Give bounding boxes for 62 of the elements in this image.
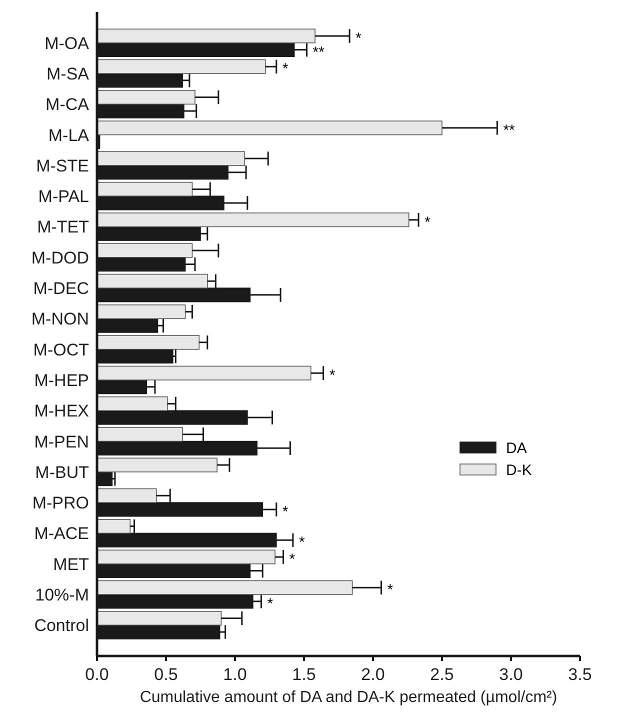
y-tick-label: M-DEC xyxy=(33,279,89,298)
annotation: * xyxy=(289,550,296,568)
bar xyxy=(96,580,353,595)
y-tick-label: M-STE xyxy=(36,156,89,176)
bar xyxy=(96,550,276,564)
x-axis-title: Cumulative amount of DA and DA-K permeated (µmol/cm²) xyxy=(140,689,558,706)
annotation: ** xyxy=(312,44,325,61)
x-tick-label: 3.5 xyxy=(568,665,592,684)
bar xyxy=(96,120,442,136)
y-tick-label: M-PAL xyxy=(38,187,89,206)
annotation: * xyxy=(267,595,274,612)
y-tick-label: Control xyxy=(34,616,89,636)
bar xyxy=(96,304,186,320)
legend-label: D-K xyxy=(506,462,532,479)
x-tick-label: 2.0 xyxy=(361,665,385,684)
annotation: * xyxy=(356,30,362,47)
y-tick-label: M-OA xyxy=(44,34,90,53)
y-tick-label: M-SA xyxy=(46,64,90,84)
bar xyxy=(96,274,208,288)
x-tick-label: 0.5 xyxy=(154,665,178,684)
y-tick-label: M-TET xyxy=(37,218,89,237)
y-tick-label: M-PRO xyxy=(32,494,89,513)
y-tick-label: M-OCT xyxy=(33,340,89,360)
bar xyxy=(96,243,193,258)
bar xyxy=(96,458,218,472)
x-tick-label: 1.0 xyxy=(223,665,247,684)
annotation: * xyxy=(282,503,288,520)
bar xyxy=(96,90,196,105)
annotation: * xyxy=(424,214,431,231)
y-tick-label: M-DOD xyxy=(31,248,89,268)
y-tick-label: 10%-M xyxy=(35,585,89,604)
y-tick-label: M-BUT xyxy=(35,462,89,482)
y-tick-label: M-ACE xyxy=(34,524,89,544)
x-tick-label: 0.0 xyxy=(85,665,109,684)
x-tick-label: 3.0 xyxy=(499,665,523,684)
bar xyxy=(96,59,266,74)
y-tick-label: M-HEP xyxy=(34,370,89,390)
x-tick-label: 1.5 xyxy=(292,665,316,684)
y-tick-label: M-PEN xyxy=(34,432,89,452)
annotation: ** xyxy=(503,122,516,139)
bar xyxy=(96,151,246,166)
y-tick-label: M-NON xyxy=(31,310,89,329)
bar xyxy=(96,182,193,196)
bar xyxy=(96,212,410,228)
bar xyxy=(96,519,131,534)
bar xyxy=(96,366,312,380)
annotation: * xyxy=(387,582,394,599)
y-tick-label: M-HEX xyxy=(34,402,89,421)
bar xyxy=(96,28,316,44)
bar xyxy=(96,335,200,350)
bar xyxy=(96,396,168,412)
bar xyxy=(96,488,157,503)
legend-label: DA xyxy=(506,440,527,457)
annotation: * xyxy=(298,534,305,552)
y-tick-label: M-CA xyxy=(46,95,90,114)
bar xyxy=(96,610,222,626)
y-tick-label: M-LA xyxy=(48,126,90,145)
annotation: * xyxy=(282,60,288,78)
x-tick-label: 2.5 xyxy=(430,665,454,684)
annotation: * xyxy=(329,367,336,384)
y-tick-label: MET xyxy=(53,554,89,574)
bar xyxy=(96,427,183,442)
